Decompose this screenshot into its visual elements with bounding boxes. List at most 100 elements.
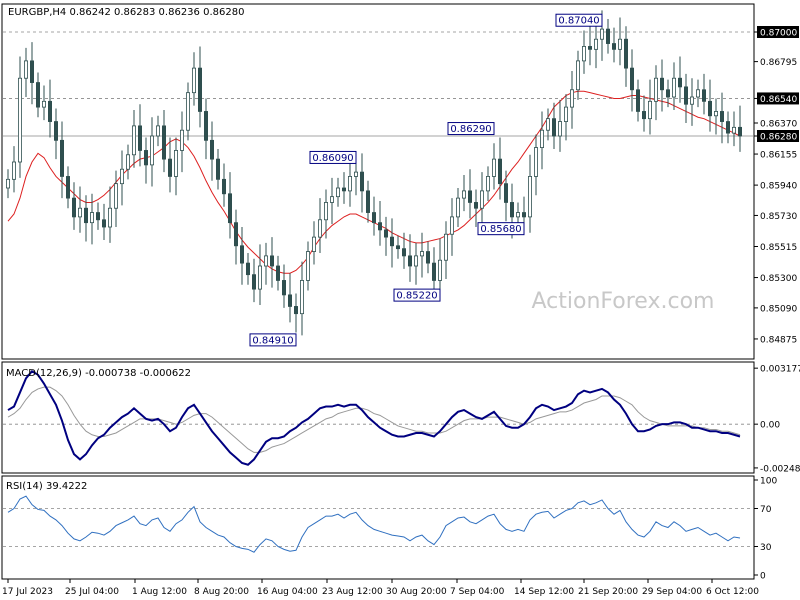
candle — [269, 237, 274, 288]
candle — [473, 189, 478, 227]
candle-body — [305, 251, 310, 281]
x-axis-labels: 17 Jul 2023 25 Jul 04:00 1 Aug 12:00 8 Aug … — [2, 579, 759, 597]
candle-body — [654, 77, 659, 102]
candle — [726, 111, 731, 144]
candle-body — [215, 158, 220, 180]
candle-body — [341, 187, 346, 192]
annotation-label: 0.86090 — [312, 153, 353, 164]
candle — [84, 195, 89, 242]
candle — [78, 186, 83, 233]
candle — [42, 85, 47, 121]
candle — [48, 79, 53, 138]
candle-body — [29, 60, 34, 83]
x-axis-label: 29 Sep 04:00 — [642, 587, 702, 597]
candle — [275, 255, 280, 291]
candle — [618, 17, 623, 66]
candle-body — [114, 183, 119, 209]
candle-body — [509, 202, 514, 218]
candle — [173, 137, 178, 196]
candle-body — [672, 77, 677, 98]
candle-body — [726, 121, 731, 134]
candle-body — [660, 77, 665, 91]
candle — [293, 293, 298, 333]
candle — [624, 26, 629, 87]
candle-body — [185, 92, 190, 131]
candle — [335, 177, 340, 207]
candle — [323, 189, 328, 239]
candle-body — [534, 147, 539, 177]
candle — [534, 134, 539, 196]
annotation: 0.85220 — [393, 288, 441, 302]
candle — [642, 95, 647, 132]
candle — [341, 172, 346, 204]
candle-body — [570, 89, 575, 108]
candle-body — [714, 111, 719, 117]
candle — [257, 244, 262, 305]
candle-body — [54, 121, 59, 141]
price-axis-label: 0.86155 — [760, 151, 797, 161]
candle-body — [720, 111, 725, 122]
candle-body — [516, 212, 521, 218]
annotation: 0.87040 — [555, 13, 603, 27]
candle — [636, 79, 641, 122]
candle-body — [197, 67, 202, 112]
candle-body — [401, 248, 406, 257]
candle — [353, 159, 358, 196]
candle-body — [209, 139, 214, 160]
candle-body — [600, 28, 605, 40]
candle-body — [582, 46, 587, 62]
x-axis-label: 30 Aug 20:00 — [386, 587, 447, 597]
candle-body — [684, 86, 689, 105]
candle — [197, 46, 202, 128]
candle — [696, 79, 701, 108]
candle — [365, 180, 370, 223]
watermark: ActionForex.com — [532, 289, 715, 314]
candle — [329, 177, 334, 225]
x-axis-label: 7 Sep 04:00 — [450, 587, 505, 597]
candle-body — [287, 294, 292, 307]
price-axis-label: 0.86370 — [760, 120, 797, 130]
candle — [594, 26, 599, 69]
candle — [485, 166, 490, 201]
candle — [239, 227, 244, 285]
annotation-label: 0.86290 — [450, 124, 491, 135]
candle — [564, 94, 569, 141]
candle — [383, 216, 388, 256]
candle-body — [102, 219, 107, 228]
candle — [149, 117, 154, 187]
annotation-box — [249, 333, 297, 347]
candle-body — [618, 38, 623, 50]
candle — [425, 241, 430, 274]
price-axis-label-highlight — [757, 92, 799, 105]
candle-body — [377, 222, 382, 231]
candle — [66, 166, 71, 209]
candle — [29, 42, 34, 105]
candle — [666, 79, 671, 108]
price-axis-label: 0.85090 — [760, 304, 797, 314]
y-axis-labels: 0.87000 0.86795 0.86540 0.86370 0.86155 0.859… — [754, 26, 800, 582]
candle — [461, 175, 466, 212]
price-levels — [3, 31, 754, 137]
candle-body — [275, 265, 280, 281]
rsi-axis-label: 100 — [760, 477, 777, 487]
candle — [108, 186, 113, 243]
candle-body — [84, 207, 89, 224]
candle — [120, 150, 125, 206]
rsi-axis-label: 70 — [760, 505, 772, 515]
candle-body — [155, 125, 160, 137]
candle-body — [395, 245, 400, 250]
rsi-panel-frame — [1, 475, 755, 580]
candle-body — [528, 176, 533, 218]
x-axis-label: 8 Aug 20:00 — [194, 587, 249, 597]
candle-body — [317, 219, 322, 238]
candle-body — [413, 255, 418, 267]
candle — [155, 115, 160, 147]
candle-body — [365, 190, 370, 213]
candle-body — [636, 89, 641, 112]
candle-body — [36, 82, 41, 108]
candle-body — [540, 129, 545, 148]
candle-body — [335, 187, 340, 198]
candle — [570, 71, 575, 129]
annotation-box — [447, 122, 495, 136]
candle-body — [612, 43, 617, 50]
